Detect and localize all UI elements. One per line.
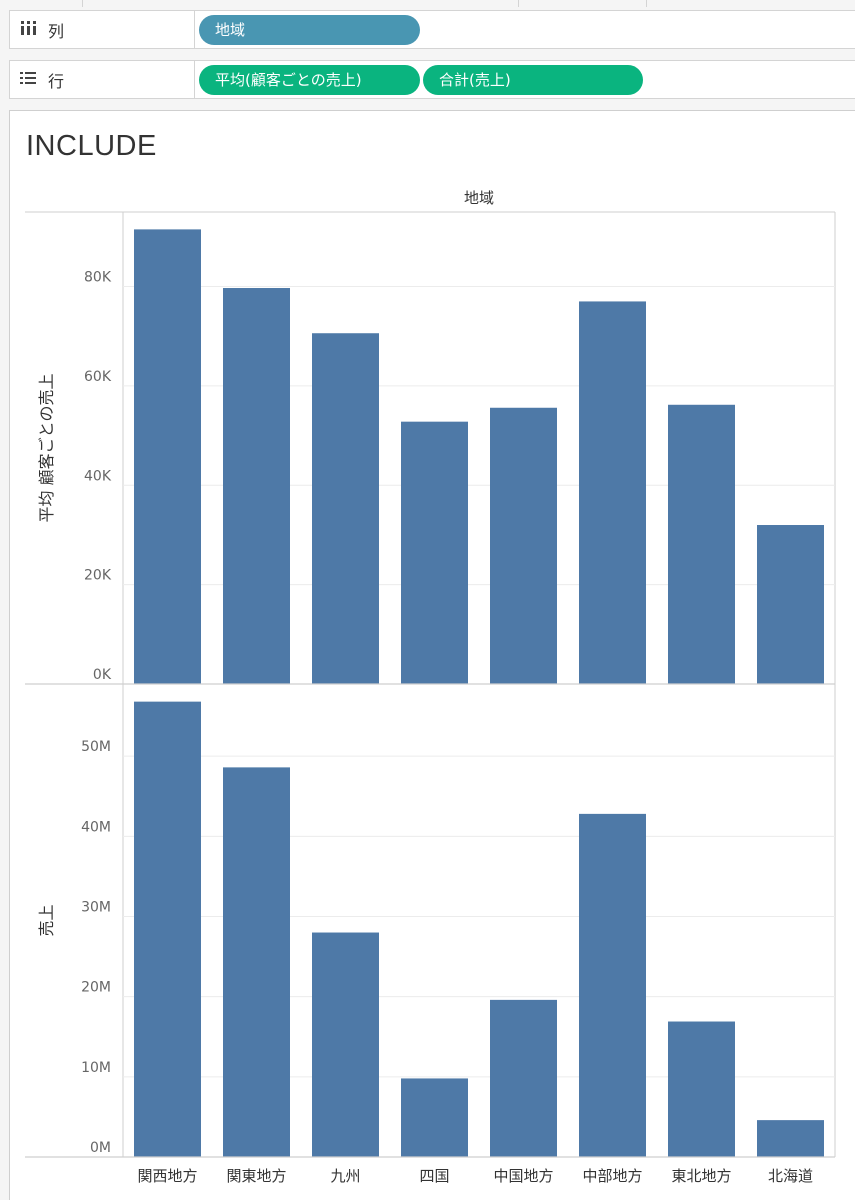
bar [668,1021,735,1157]
rows-pill-sum-sales[interactable]: 合計(売上) [423,65,643,95]
bar [223,288,290,684]
bar [134,229,201,685]
columns-shelf-label: 列 [10,11,195,48]
x-category-label: 関西地方 [137,1167,197,1185]
columns-shelf[interactable]: 列 地域 [9,10,855,49]
x-category-label: 中国地方 [493,1167,553,1185]
y-tick-label: 0M [90,1140,111,1156]
x-category-label: 中部地方 [582,1167,642,1185]
bar [757,1120,824,1157]
columns-shelf-text: 列 [48,21,65,41]
y-tick-label: 50M [81,739,111,755]
bar [579,301,646,684]
bar [312,333,379,684]
column-header-title: 地域 [464,189,494,207]
bar [490,407,557,684]
rows-shelf[interactable]: 行 平均(顧客ごとの売上) 合計(売上) [9,60,855,99]
x-category-label: 関東地方 [226,1167,286,1185]
y-tick-label: 30M [81,899,111,915]
bar [490,999,557,1157]
bar [312,932,379,1157]
bar [134,701,201,1157]
columns-icon [19,20,39,40]
y-tick-label: 20M [81,980,111,996]
bar [223,767,290,1157]
rows-shelf-label: 行 [10,61,195,98]
toolbar-divider [646,0,647,7]
y-tick-label: 40K [84,468,112,484]
x-category-label: 北海道 [768,1167,813,1185]
bar [401,1078,468,1157]
rows-pill-avg-sales-per-customer[interactable]: 平均(顧客ごとの売上) [199,65,420,95]
sheet-title: INCLUDE [26,130,157,162]
toolbar-divider [518,0,519,7]
bar [757,525,824,684]
y-tick-label: 10M [81,1060,111,1076]
columns-pill-region[interactable]: 地域 [199,15,420,45]
bar [668,404,735,684]
x-category-label: 九州 [330,1167,360,1185]
y-axis-title: 平均 顧客ごとの売上 [37,374,56,523]
bar [401,421,468,684]
x-category-label: 東北地方 [671,1167,731,1185]
top-toolbar-strip [0,0,855,8]
rows-shelf-text: 行 [48,71,65,91]
rows-icon [19,70,39,90]
y-tick-label: 0K [93,667,112,683]
y-tick-label: 20K [84,568,112,584]
x-category-label: 四国 [419,1167,449,1185]
y-tick-label: 60K [84,369,112,385]
bar [579,813,646,1157]
y-tick-label: 80K [84,270,112,286]
toolbar-divider [82,0,83,7]
y-tick-label: 40M [81,819,111,835]
y-axis-title: 売上 [37,904,56,936]
